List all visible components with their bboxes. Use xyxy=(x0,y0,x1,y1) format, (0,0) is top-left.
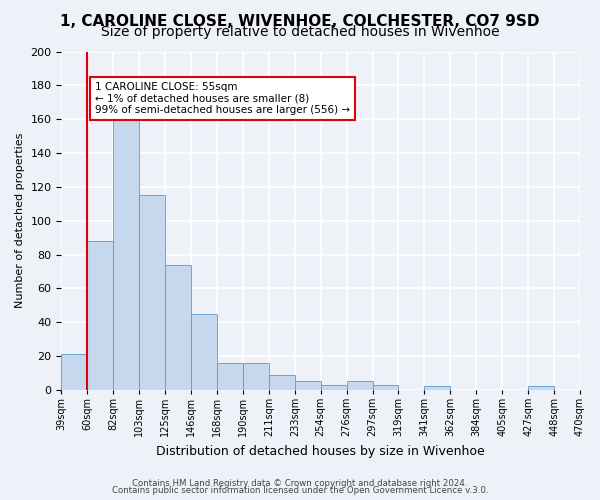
Bar xyxy=(424,386,451,390)
Text: 1, CAROLINE CLOSE, WIVENHOE, COLCHESTER, CO7 9SD: 1, CAROLINE CLOSE, WIVENHOE, COLCHESTER,… xyxy=(60,14,540,29)
Bar xyxy=(165,264,191,390)
Bar xyxy=(88,241,113,390)
Bar xyxy=(113,106,139,390)
Bar xyxy=(269,374,295,390)
Bar xyxy=(528,386,554,390)
Y-axis label: Number of detached properties: Number of detached properties xyxy=(15,133,25,308)
Bar xyxy=(373,385,398,390)
Text: Contains HM Land Registry data © Crown copyright and database right 2024.: Contains HM Land Registry data © Crown c… xyxy=(132,478,468,488)
Bar xyxy=(347,382,373,390)
X-axis label: Distribution of detached houses by size in Wivenhoe: Distribution of detached houses by size … xyxy=(157,444,485,458)
Text: Size of property relative to detached houses in Wivenhoe: Size of property relative to detached ho… xyxy=(101,25,499,39)
Bar xyxy=(61,354,88,390)
Bar xyxy=(321,385,347,390)
Bar xyxy=(295,382,321,390)
Text: 1 CAROLINE CLOSE: 55sqm
← 1% of detached houses are smaller (8)
99% of semi-deta: 1 CAROLINE CLOSE: 55sqm ← 1% of detached… xyxy=(95,82,350,115)
Bar xyxy=(217,363,243,390)
Bar xyxy=(191,314,217,390)
Text: Contains public sector information licensed under the Open Government Licence v.: Contains public sector information licen… xyxy=(112,486,488,495)
Bar xyxy=(139,196,165,390)
Bar xyxy=(243,363,269,390)
